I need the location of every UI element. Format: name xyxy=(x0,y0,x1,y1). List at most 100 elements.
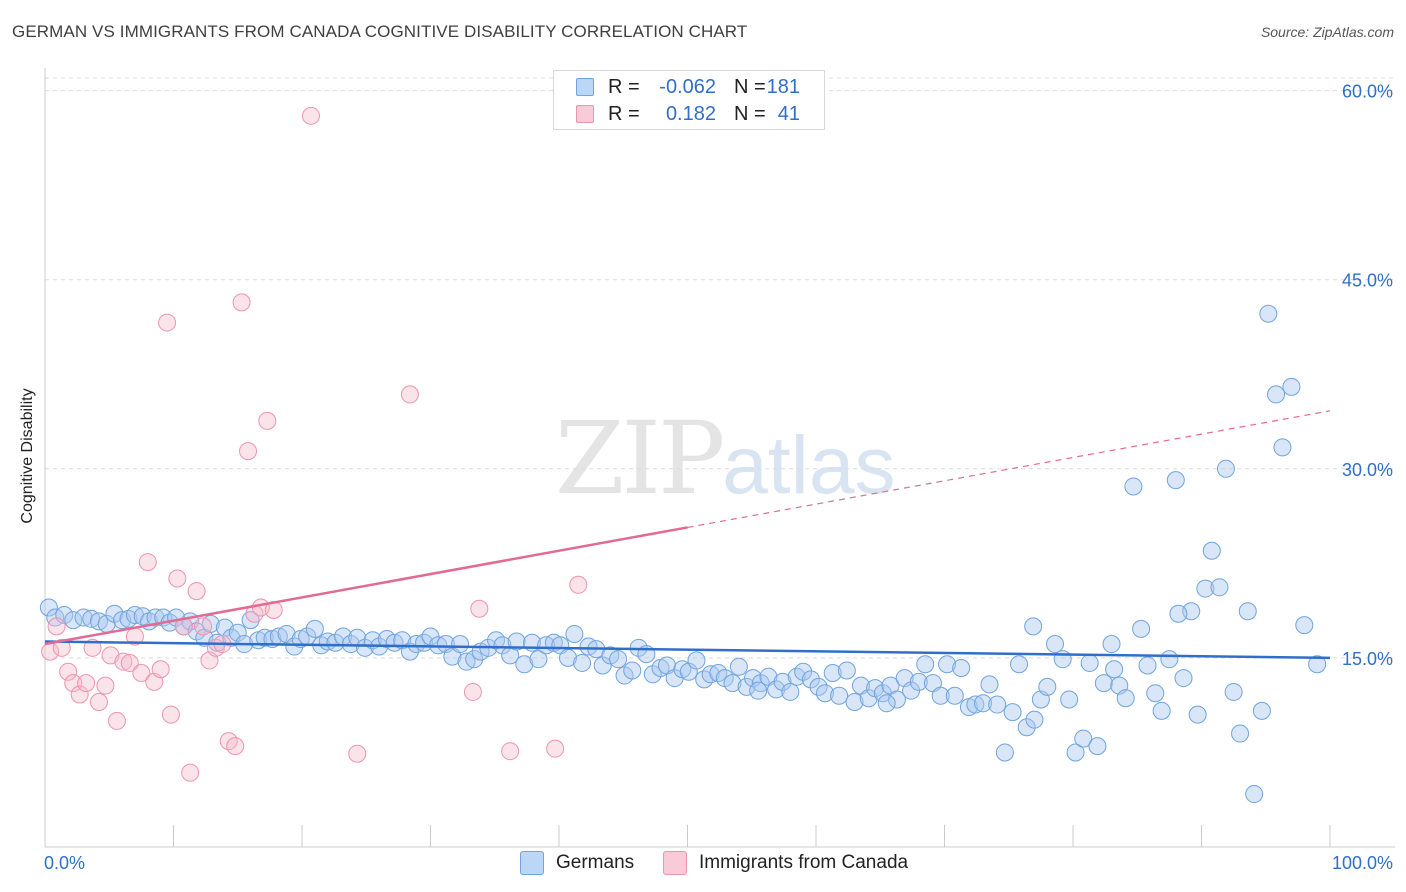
german-point xyxy=(737,677,756,696)
legend-row-germans: R = -0.062 N = 181 xyxy=(576,75,800,99)
x-tick-label: 100.0% xyxy=(1332,853,1393,873)
german-point xyxy=(1060,690,1079,709)
watermark-atlas: atlas xyxy=(722,420,896,511)
german-point xyxy=(1267,385,1286,404)
legend-item-canada[interactable]: Immigrants from Canada xyxy=(663,851,908,875)
series-legend: Germans Immigrants from Canada xyxy=(0,851,1406,877)
german-point xyxy=(749,681,768,700)
germans-trend-line xyxy=(44,640,1331,660)
canada-point xyxy=(77,674,96,693)
legend-label-canada: Immigrants from Canada xyxy=(699,852,909,873)
canada-point xyxy=(168,569,187,588)
german-point xyxy=(859,689,878,708)
canada-point xyxy=(59,662,78,681)
german-point xyxy=(995,743,1014,762)
german-point xyxy=(565,624,584,643)
n-label: N = xyxy=(734,102,766,125)
canada-point xyxy=(546,739,565,758)
y-tick-label: 45.0% xyxy=(1342,271,1393,291)
german-point xyxy=(1273,438,1292,457)
german-point xyxy=(809,677,828,696)
german-point xyxy=(887,690,906,709)
german-point xyxy=(794,662,813,681)
german-point xyxy=(593,656,612,675)
y-tick-label: 30.0% xyxy=(1342,460,1393,480)
n-label: N = xyxy=(734,75,766,98)
german-point xyxy=(1282,377,1301,396)
canada-point xyxy=(52,638,71,657)
german-point xyxy=(1025,710,1044,729)
german-point xyxy=(39,598,58,617)
german-point xyxy=(931,686,950,705)
legend-swatch-germans xyxy=(576,78,594,96)
german-point xyxy=(255,628,274,647)
german-point xyxy=(146,608,165,627)
german-point xyxy=(815,684,834,703)
legend-row-canada: R = 0.182 N = 41 xyxy=(576,102,800,126)
r-value: 0.182 xyxy=(665,102,716,125)
german-point xyxy=(326,633,345,652)
german-point xyxy=(909,672,928,691)
german-point xyxy=(1046,635,1065,654)
german-point xyxy=(1160,650,1179,669)
source-label: Source: ZipAtlas.com xyxy=(1260,24,1394,40)
german-point xyxy=(305,619,324,638)
canada-point xyxy=(70,685,89,704)
canada-point xyxy=(107,711,126,730)
german-point xyxy=(1088,737,1107,756)
canada-point xyxy=(400,385,419,404)
german-point xyxy=(228,623,247,642)
german-point xyxy=(1166,471,1185,490)
german-point xyxy=(515,655,534,674)
canada-point xyxy=(569,575,588,594)
german-point xyxy=(952,658,971,677)
german-point xyxy=(1116,689,1135,708)
german-point xyxy=(493,636,512,655)
german-point xyxy=(285,637,304,656)
canada-point xyxy=(187,582,206,601)
german-point xyxy=(723,674,742,693)
canada-point xyxy=(64,674,83,693)
legend-item-germans[interactable]: Germans xyxy=(520,851,634,875)
canada-point xyxy=(89,693,108,712)
watermark: ZIPatlas xyxy=(555,400,896,517)
german-point xyxy=(687,651,706,670)
canada-point xyxy=(96,676,115,695)
canada-point xyxy=(463,682,482,701)
german-point xyxy=(573,653,592,672)
german-point xyxy=(1259,304,1278,323)
german-point xyxy=(1074,729,1093,748)
canada-trend-line-extension xyxy=(687,410,1331,529)
german-point xyxy=(1105,660,1124,679)
german-point xyxy=(1308,655,1327,674)
legend-swatch-canada xyxy=(576,105,594,123)
german-point xyxy=(1224,682,1243,701)
german-point xyxy=(1080,653,1099,672)
german-point xyxy=(830,686,849,705)
german-point xyxy=(801,670,820,689)
german-point xyxy=(623,661,642,680)
german-point xyxy=(988,695,1007,714)
german-point xyxy=(837,661,856,680)
german-point xyxy=(74,608,93,627)
german-point xyxy=(1174,669,1193,688)
canada-point xyxy=(158,313,177,332)
german-point xyxy=(451,635,470,654)
canada-point xyxy=(301,106,320,125)
german-point xyxy=(1094,674,1113,693)
chart-title: GERMAN VS IMMIGRANTS FROM CANADA COGNITI… xyxy=(12,22,748,41)
canada-point xyxy=(120,653,139,672)
german-point xyxy=(773,672,792,691)
canada-point xyxy=(348,744,367,763)
german-point xyxy=(1202,541,1221,560)
german-point xyxy=(1038,677,1057,696)
german-point xyxy=(751,674,770,693)
x-tick-label: 0.0% xyxy=(44,853,85,873)
german-point xyxy=(1216,459,1235,478)
german-point xyxy=(1132,619,1151,638)
german-point xyxy=(465,650,484,669)
german-point xyxy=(1152,701,1171,720)
german-point xyxy=(974,694,993,713)
german-point xyxy=(105,604,124,623)
german-point xyxy=(729,657,748,676)
